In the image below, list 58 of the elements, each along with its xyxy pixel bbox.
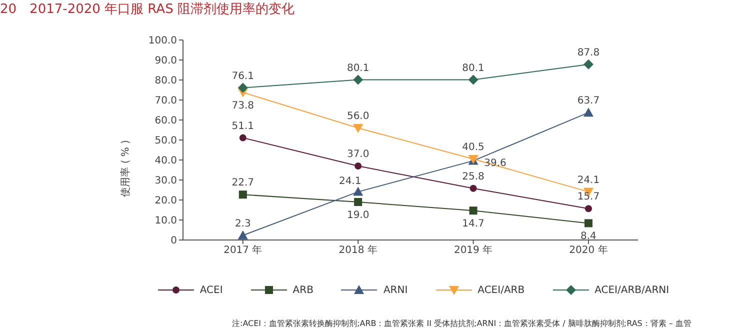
y-tick-label: 10.0 xyxy=(154,216,177,227)
point xyxy=(583,108,594,117)
data-label: 25.8 xyxy=(462,171,484,182)
y-tick-label: 80.0 xyxy=(154,76,177,87)
y-tick-label: 40.0 xyxy=(154,156,177,167)
legend-label: ARB xyxy=(292,284,314,296)
point xyxy=(469,206,478,215)
x-tick-label: 2019 年 xyxy=(454,244,493,256)
data-label: 80.1 xyxy=(462,62,484,74)
y-tick-label: 0 xyxy=(170,236,177,247)
point xyxy=(470,184,477,192)
data-label: 2.3 xyxy=(234,218,251,230)
data-label: 19.0 xyxy=(346,210,370,221)
point xyxy=(583,59,594,70)
data-label: 63.7 xyxy=(577,96,600,107)
point xyxy=(584,205,592,212)
y-tick-label: 20.0 xyxy=(154,196,177,207)
y-tick-label: 70.0 xyxy=(154,96,177,107)
legend-label: ARNI xyxy=(383,284,408,296)
point xyxy=(238,190,247,199)
point xyxy=(468,74,478,85)
data-label: 51.1 xyxy=(232,120,254,132)
text: 注:ACEI：血管紧张素转换酶抑制剂;ARB：血管紧张素 II 受体拮抗剂;ARNI：血管紧张素受体 / 脑啡肽酶抑制剂;RAS：肾素 – 血管 xyxy=(232,318,692,329)
data-label: 40.5 xyxy=(462,142,484,153)
data-label: 24.1 xyxy=(338,176,362,187)
data-label: 8.4 xyxy=(580,231,596,242)
point xyxy=(239,134,246,142)
point xyxy=(584,219,592,228)
data-label: 37.0 xyxy=(346,149,370,160)
point xyxy=(238,230,248,240)
x-tick-label: 2018 年 xyxy=(338,244,378,256)
legend-label: ACEI/ARB/ARNI xyxy=(594,284,670,296)
data-label: 80.1 xyxy=(346,62,370,74)
y-axis-title: 使用率 ( % ) xyxy=(120,140,132,197)
data-label: 56.0 xyxy=(346,111,370,122)
x-tick-label: 2017 年 xyxy=(224,244,262,256)
x-tick-label: 2020 年 xyxy=(569,244,608,256)
data-label: 87.8 xyxy=(577,47,600,58)
point xyxy=(353,186,364,196)
point xyxy=(353,124,364,133)
legend-label: ACEI/ARB xyxy=(478,284,525,296)
y-tick-label: 60.0 xyxy=(154,116,177,127)
data-label: 73.8 xyxy=(232,100,254,112)
data-label: 14.7 xyxy=(462,218,484,230)
point xyxy=(354,162,362,170)
data-label: 76.1 xyxy=(232,70,254,82)
point xyxy=(238,82,248,93)
y-tick-label: 30.0 xyxy=(154,176,177,187)
data-label: 15.7 xyxy=(577,192,600,203)
point xyxy=(354,198,362,206)
y-tick-label: 90.0 xyxy=(154,56,177,67)
point xyxy=(353,74,364,85)
y-tick-label: 100.0 xyxy=(148,36,177,47)
data-label: 24.1 xyxy=(577,174,600,186)
data-label: 22.7 xyxy=(232,178,254,189)
chart-title: 20 2017-2020 年口服 RAS 阻滞剂使用率的变化 xyxy=(0,1,294,18)
legend-label: ACEI xyxy=(200,284,223,296)
y-tick-label: 50.0 xyxy=(154,136,177,147)
